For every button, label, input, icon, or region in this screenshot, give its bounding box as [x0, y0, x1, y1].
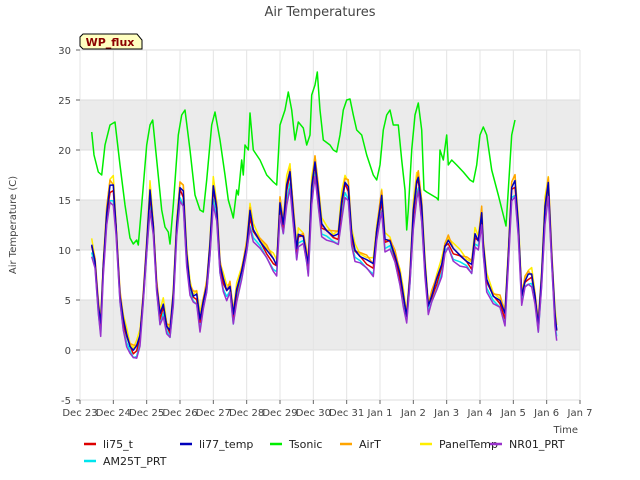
y-axis-ticks: -5 0 5 10 15 20 25 30 [58, 46, 80, 407]
x-tick-label: Dec 26 [162, 408, 197, 419]
legend-label: AM25T_PRT [103, 455, 167, 468]
series-lines [90, 71, 558, 359]
wp-flux-label: WP_flux [86, 36, 135, 49]
x-axis-label: Time [553, 425, 578, 436]
legend-item-tsonic: Tsonic [270, 438, 322, 451]
legend-item-airt: AirT [340, 438, 381, 451]
x-tick-label: Jan 4 [467, 408, 493, 419]
chart-title: Air Temperatures [264, 5, 375, 20]
legend-label: li75_t [103, 438, 134, 451]
y-tick-label: 10 [58, 246, 71, 257]
y-tick-label: 30 [58, 46, 71, 57]
x-tick-label: Dec 23 [62, 408, 97, 419]
x-tick-label: Dec 29 [262, 408, 297, 419]
x-tick-label: Jan 5 [500, 408, 526, 419]
legend-item-nr01-prt: NR01_PRT [490, 438, 565, 451]
y-tick-label: -5 [61, 396, 71, 407]
x-tick-label: Dec 28 [229, 408, 264, 419]
legend-item-paneltemp: PanelTemp [420, 438, 498, 451]
x-tick-label: Jan 2 [400, 408, 426, 419]
x-tick-label: Dec 25 [129, 408, 164, 419]
x-tick-label: Jan 3 [433, 408, 459, 419]
legend-item-li75-t: li75_t [84, 438, 134, 451]
series-line-nr01-prt [90, 175, 558, 359]
y-tick-label: 0 [65, 346, 71, 357]
background-band [80, 100, 580, 150]
y-tick-label: 5 [65, 296, 71, 307]
wp-flux-annotation: WP_flux [79, 33, 143, 50]
x-tick-label: Dec 31 [329, 408, 364, 419]
legend-label: li77_temp [199, 438, 253, 451]
legend-item-li77-temp: li77_temp [180, 438, 253, 451]
legend: li75_t li77_temp Tsonic AirT PanelTemp NR01_P… [84, 438, 565, 468]
y-tick-label: 20 [58, 146, 71, 157]
series-line-tsonic [90, 71, 516, 246]
y-tick-label: 25 [58, 96, 71, 107]
y-axis-label: Air Temperature (C) [8, 176, 19, 274]
x-tick-label: Jan 7 [567, 408, 593, 419]
legend-label: NR01_PRT [509, 438, 565, 451]
x-tick-label: Dec 24 [96, 408, 131, 419]
x-tick-label: Dec 27 [196, 408, 231, 419]
x-tick-label: Jan 6 [533, 408, 559, 419]
series-line-li77-temp [90, 161, 558, 351]
legend-label: PanelTemp [439, 438, 498, 451]
legend-label: Tsonic [288, 438, 322, 451]
x-tick-label: Jan 1 [367, 408, 393, 419]
x-tick-label: Dec 30 [296, 408, 331, 419]
y-tick-label: 15 [58, 196, 71, 207]
legend-label: AirT [359, 438, 381, 451]
legend-item-am25t-prt: AM25T_PRT [84, 455, 167, 468]
